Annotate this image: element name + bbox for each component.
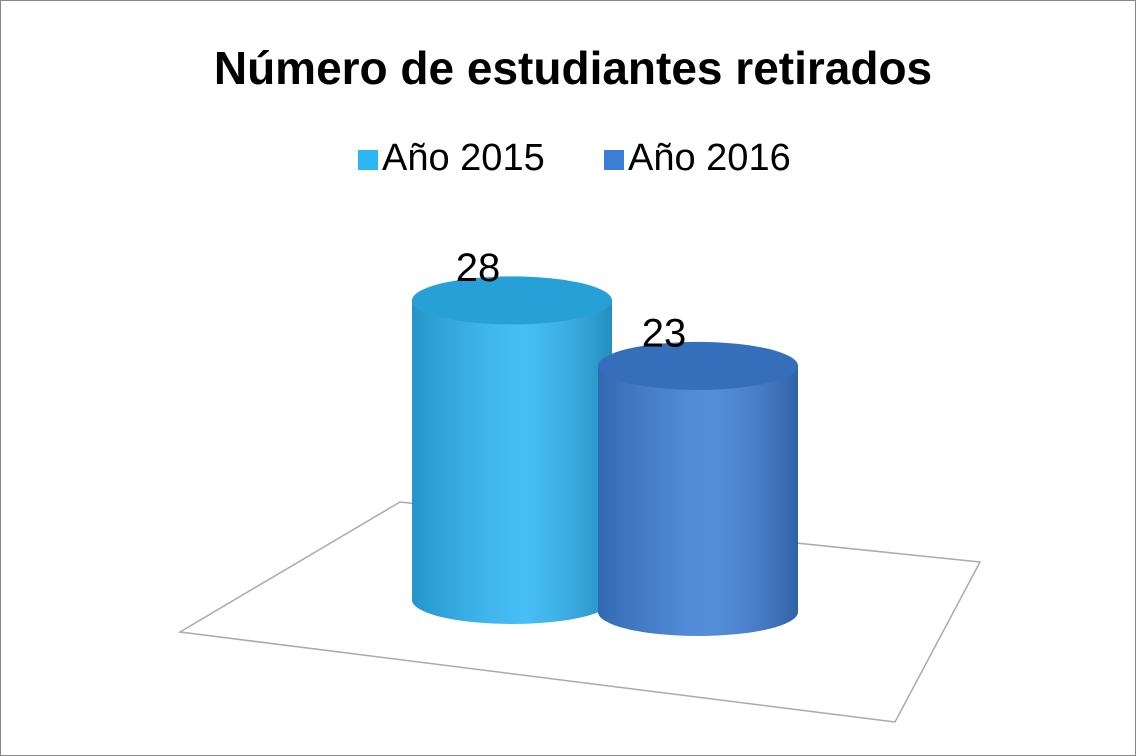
cylinder-shading [412, 300, 612, 624]
legend-swatch [358, 150, 378, 170]
legend-swatch [604, 150, 624, 170]
cylinder-shading [598, 365, 798, 636]
cylinder-top [598, 341, 798, 390]
chart-title: Número de estudiantes retirados [214, 42, 932, 94]
data-label: 28 [456, 246, 501, 290]
cylinder-top [412, 276, 612, 325]
cylinder-top-shade [412, 276, 612, 325]
cylinder-top-shade [598, 341, 798, 390]
legend-label: Año 2016 [628, 137, 791, 179]
data-label: 23 [642, 311, 687, 355]
legend-label: Año 2015 [382, 137, 545, 179]
